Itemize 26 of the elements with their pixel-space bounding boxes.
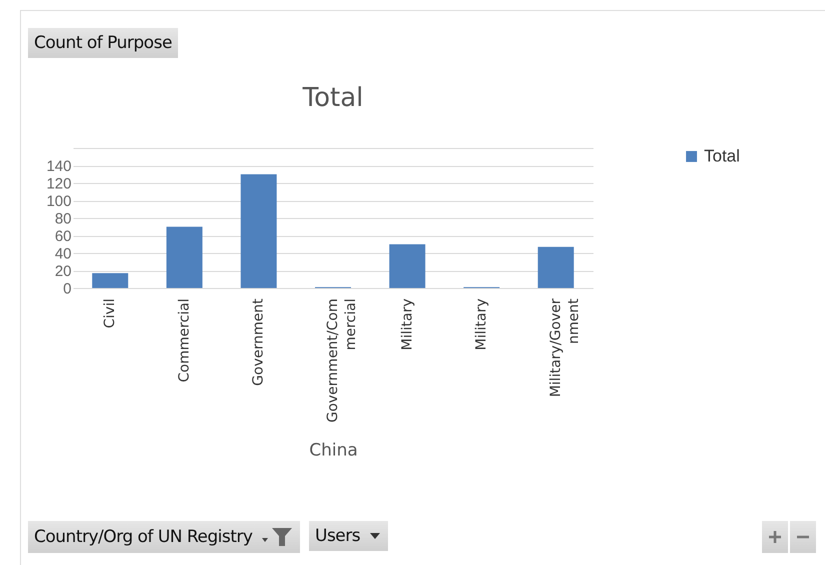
x-tick-label: Government/Commercial [325, 298, 359, 423]
y-tick-label: 40 [54, 246, 72, 262]
y-tick-label: 0 [63, 280, 72, 298]
chart-title: Total [302, 83, 364, 113]
y-tick-label: 80 [54, 210, 72, 228]
x-tick-label: Civil [102, 298, 118, 328]
x-tick-label: Military [399, 298, 416, 350]
bar [389, 244, 426, 288]
y-tick-label: 100 [46, 193, 72, 210]
text: Country/Org of UN Registry [34, 527, 252, 547]
x-tick-label: Government [250, 298, 267, 386]
bar [92, 273, 128, 288]
legend-label: Total [704, 146, 740, 166]
bar [240, 174, 277, 288]
text: Count of Purpose [34, 33, 172, 53]
y-tick-label: 120 [46, 176, 72, 192]
y-tick-label: 20 [54, 263, 72, 280]
bar [166, 226, 202, 288]
text: Users [315, 526, 360, 546]
bar [538, 246, 574, 288]
x-tick-label: Military/Government [548, 298, 582, 398]
y-tick-label: 60 [54, 228, 72, 245]
y-tick-label: 140 [46, 158, 72, 175]
x-axis-title: China [309, 440, 358, 461]
x-tick-label: Military [474, 298, 490, 350]
x-tick-label: Commercial [176, 298, 192, 382]
